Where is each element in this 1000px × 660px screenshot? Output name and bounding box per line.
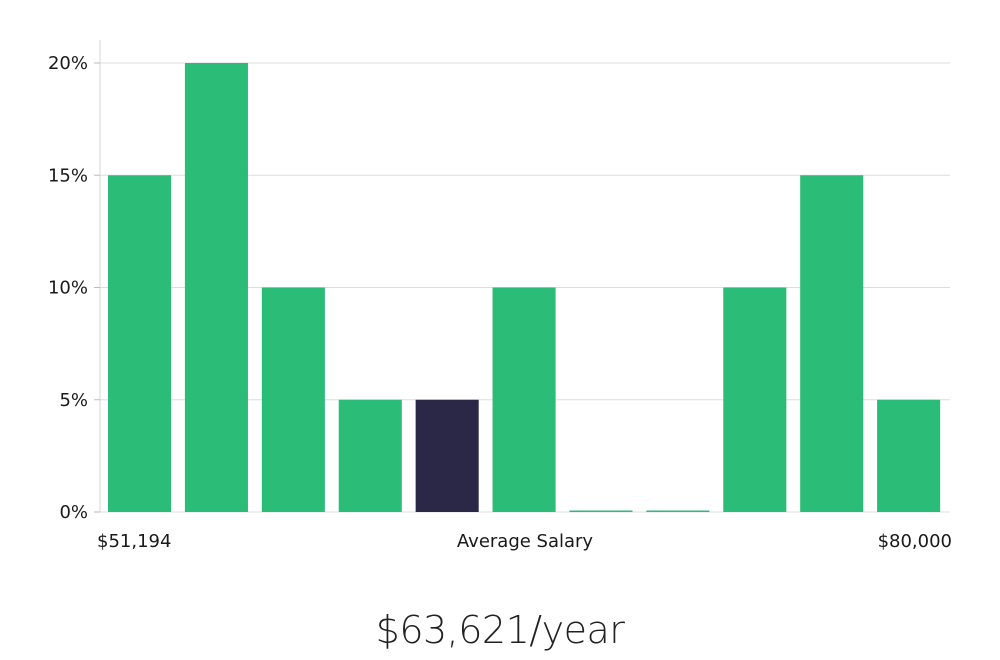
y-tick-label: 10% [48, 278, 88, 299]
x-axis-title: Average Salary [457, 531, 594, 552]
bar [261, 287, 325, 512]
bar [184, 63, 248, 512]
bar-highlighted [415, 399, 479, 512]
average-salary-value: $63,621/year [375, 608, 625, 652]
bar [877, 399, 941, 512]
y-tick-label: 5% [59, 390, 88, 411]
x-axis-min-label: $51,194 [97, 531, 171, 552]
bar [492, 287, 556, 512]
y-tick-label: 20% [48, 53, 88, 74]
bar [800, 175, 864, 512]
bar [723, 287, 787, 512]
bar [569, 510, 633, 512]
bar [108, 175, 172, 512]
bars [108, 63, 941, 512]
bar [338, 399, 402, 512]
y-tick-label: 0% [59, 502, 88, 523]
y-tick-labels: 0% 5% 10% 15% 20% [48, 53, 100, 523]
x-axis-max-label: $80,000 [878, 531, 952, 552]
y-tick-label: 15% [48, 165, 88, 186]
salary-histogram: 0% 5% 10% 15% 20% $51,194 Average Salary $80… [48, 40, 952, 552]
bar [646, 510, 710, 512]
